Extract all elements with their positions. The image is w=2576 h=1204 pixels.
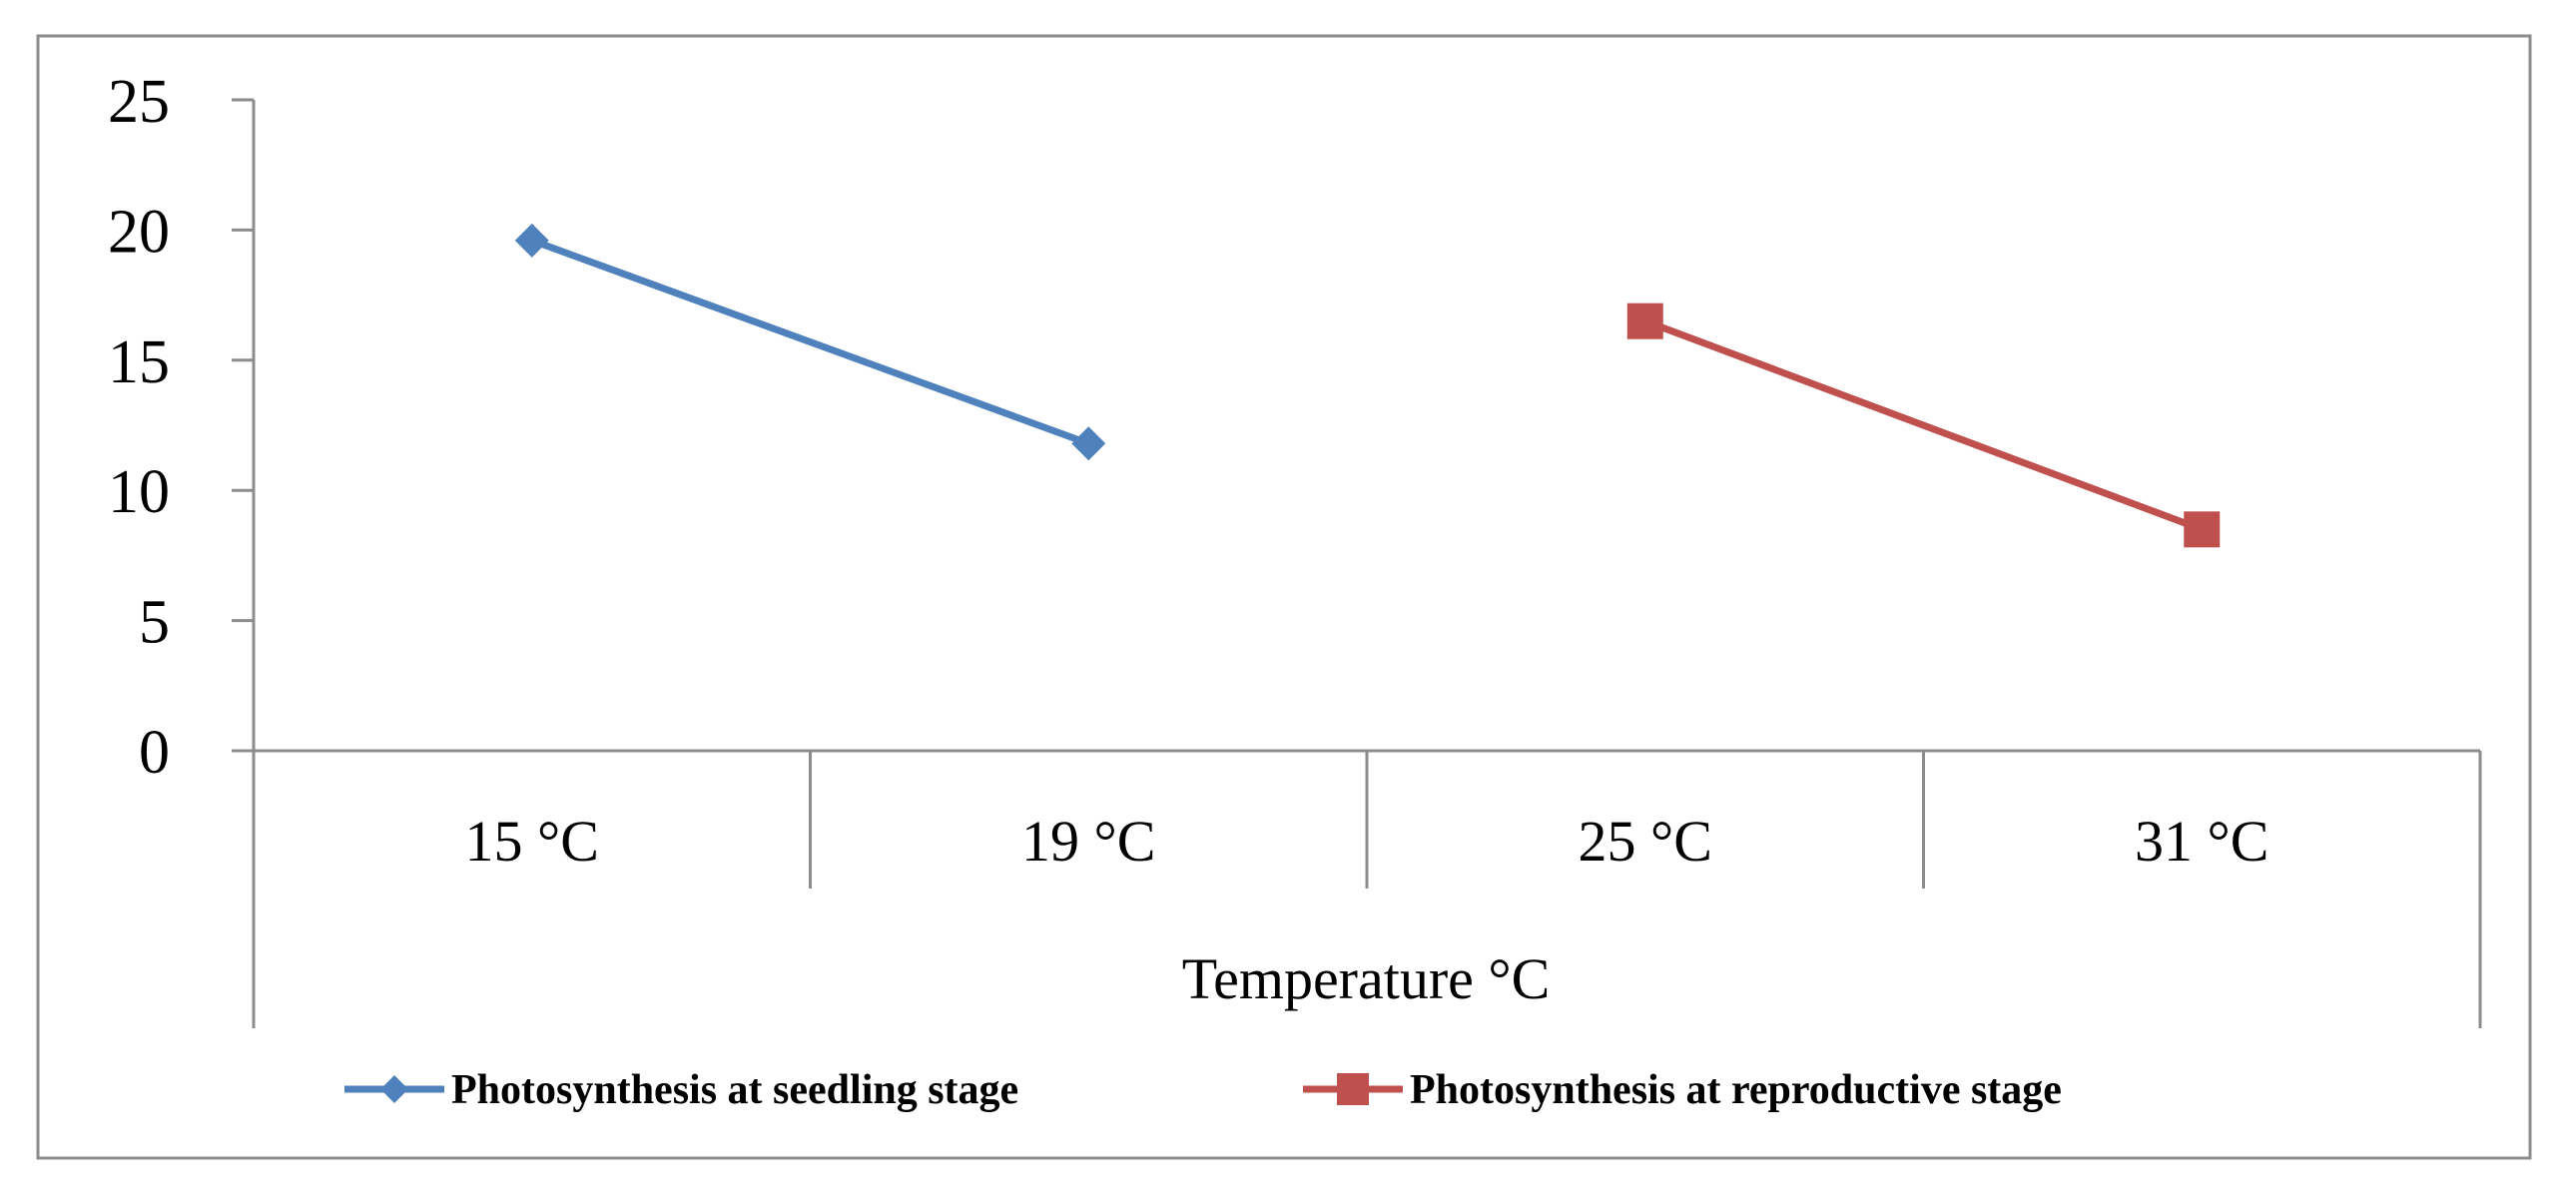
data-point-marker <box>1626 302 1663 339</box>
legend-label-seedling: Photosynthesis at seedling stage <box>451 1067 1018 1113</box>
series-0 <box>514 223 1106 461</box>
axes <box>252 100 2482 1028</box>
legend-swatch-marker-seedling <box>380 1075 408 1103</box>
data-point-marker <box>1071 426 1106 461</box>
y-tick-label: 15 <box>108 328 170 396</box>
x-axis-label: Temperature °C <box>1182 946 1551 1011</box>
series-line-segment <box>528 237 1092 447</box>
y-axis-ticks: 0 5 10 15 20 25 <box>108 68 254 787</box>
chart-border <box>36 34 2532 1160</box>
legend-swatch-marker-reproductive <box>1337 1073 1369 1105</box>
x-category-label: 31 °C <box>2135 809 2268 874</box>
data-point-marker <box>514 223 549 258</box>
y-tick-label: 0 <box>139 719 170 787</box>
x-axis-categories: 15 °C 19 °C 25 °C 31 °C <box>465 809 2269 874</box>
series-1 <box>1626 302 2221 548</box>
legend-label-reproductive: Photosynthesis at reproductive stage <box>1410 1067 2062 1113</box>
legend-item-reproductive: Photosynthesis at reproductive stage <box>1303 1067 2062 1113</box>
y-tick-label: 10 <box>108 458 170 526</box>
x-category-label: 25 °C <box>1579 809 1712 874</box>
legend: Photosynthesis at seedling stage Photosy… <box>344 1067 2062 1113</box>
y-tick-label: 5 <box>139 589 170 657</box>
x-category-label: 15 °C <box>465 809 599 874</box>
x-category-label: 19 °C <box>1021 809 1155 874</box>
series-line-segment <box>1641 317 2206 533</box>
data-point-marker <box>2184 511 2221 548</box>
legend-item-seedling: Photosynthesis at seedling stage <box>344 1067 1018 1113</box>
y-tick-label: 25 <box>108 68 170 136</box>
series-layer <box>514 223 2221 548</box>
y-tick-label: 20 <box>108 198 170 266</box>
